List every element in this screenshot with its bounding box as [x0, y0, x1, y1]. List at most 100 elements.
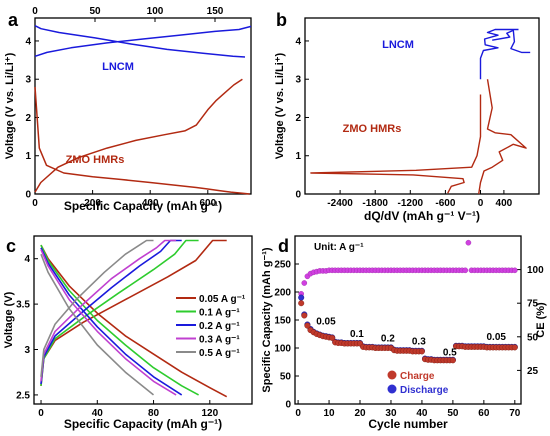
panel-d-x-tick-label: 20: [354, 408, 366, 419]
panel-c-charge-1: [40, 239, 199, 386]
panel-d-rate-label-5: 0.05: [486, 332, 506, 343]
panel-b-x-tick-label: -2400: [327, 198, 353, 209]
panel-c-discharge-2: [40, 247, 183, 396]
panel-d-unit-note: Unit: A g⁻¹: [314, 242, 364, 253]
panel-d-charge-point: [298, 300, 305, 307]
panel-d-charge-point: [301, 312, 308, 319]
panel-b-y-tick-label: 4: [295, 36, 301, 47]
panel-b-x-tick-label: -1200: [398, 198, 424, 209]
panel-d-y-tick-label: 150: [274, 316, 291, 327]
panel-d-ce-point: [462, 267, 469, 274]
panel-c-legend-label-3: 0.3 A g⁻¹: [199, 335, 240, 346]
panel-d-charge-point: [511, 344, 518, 351]
panel-c-y-tick-label: 4: [24, 254, 30, 265]
panel-c-legend-label-2: 0.2 A g⁻¹: [199, 321, 240, 332]
panel-d-xlabel: Cycle number: [368, 417, 448, 431]
panel-d-x-tick-label: 0: [295, 408, 301, 419]
panel-b-x-tick-label: 400: [496, 198, 513, 209]
panel-c-xlabel: Specific Capacity (mAh g⁻¹): [64, 417, 222, 431]
panel-d-legend-charge-marker: [387, 370, 397, 380]
panel-b-series-0: [310, 94, 482, 194]
panel-b-label-lncm: LNCM: [382, 39, 414, 51]
panel-a-y-tick-label: 4: [25, 36, 31, 47]
panel-c-y-tick-label: 3.5: [16, 300, 30, 311]
panel-d-rate-label-2: 0.2: [381, 333, 395, 344]
panel-c-x-tick-label: 120: [201, 408, 218, 419]
panel-d-y-right-tick-label: 75: [527, 299, 539, 310]
panel-a-frame: [34, 17, 252, 195]
panel-c-discharge-4: [40, 253, 155, 396]
panel-a-x-tick-label: 200: [84, 198, 101, 209]
panel-a-series-0: [34, 25, 246, 58]
panel-c-x-tick-label: 40: [92, 408, 104, 419]
panel-b-x-tick-label: 0: [478, 198, 484, 209]
panel-b-xlabel: dQ/dV (mAh g⁻¹ V⁻¹): [364, 209, 480, 223]
panel-d-x-tick-label: 30: [385, 408, 397, 419]
panel-b-x-tick-label: -600: [435, 198, 455, 209]
panel-b-frame: [304, 17, 540, 195]
panel-c-legend-label-1: 0.1 A g⁻¹: [199, 308, 240, 319]
panel-d-x-tick-label: 50: [447, 408, 459, 419]
panel-a-top-x-tick-label: 150: [207, 6, 224, 17]
panel-c-charge-2: [40, 239, 182, 385]
panel-b-x-tick-label: -1800: [362, 198, 388, 209]
panel-b-series-3: [492, 29, 531, 54]
panel-d-y-tick-label: 250: [274, 260, 291, 271]
panel-a-series-3: [34, 78, 243, 193]
panel-c-charge-3: [40, 239, 177, 382]
panel-d-ylabel: Specific Capacity (mAh g⁻¹): [261, 247, 273, 393]
panel-d-y-tick-label: 200: [274, 288, 291, 299]
panel-c-x-tick-label: 80: [148, 408, 160, 419]
panel-d-legend-charge: Charge: [400, 371, 435, 382]
panel-a-y-tick-label: 1: [25, 151, 31, 162]
panel-a-top-x-tick-label: 50: [89, 6, 101, 17]
panel-d-charge-point: [329, 334, 336, 341]
panel-d-charge-point: [418, 348, 425, 355]
panel-d-rate-label-0: 0.05: [316, 316, 336, 327]
panel-d-charge-point: [449, 357, 456, 364]
panel-c-ylabel: Voltage (V): [3, 291, 15, 348]
panel-c-discharge-3: [40, 249, 177, 396]
panel-d-charge-point: [304, 322, 311, 329]
panel-d-y-right-tick-label: 100: [527, 265, 544, 276]
panel-d-x-tick-label: 60: [478, 408, 490, 419]
panel-d-x-tick-label: 40: [416, 408, 428, 419]
panel-b-y-tick-label: 0: [295, 190, 301, 201]
panel-d-rate-label-3: 0.3: [412, 337, 426, 348]
panel-b-y-tick-label: 2: [295, 113, 301, 124]
panel-a-series-2: [34, 86, 250, 195]
panel-a-series-1: [34, 25, 252, 58]
panel-a-x-tick-label: 0: [32, 198, 38, 209]
panel-c-frame: [33, 235, 253, 405]
panel-a-y-tick-label: 3: [25, 75, 31, 86]
panel-d-x-tick-label: 10: [323, 408, 335, 419]
panel-b-y-tick-label: 1: [295, 151, 301, 162]
panel-b-series-1: [478, 79, 527, 195]
panel-d-rate-label-4: 0.5: [443, 347, 457, 358]
panel-d-y-right-tick-label: 25: [527, 366, 539, 377]
panel-c-y-tick-label: 2.5: [16, 390, 30, 401]
panel-c-legend-label-0: 0.05 A g⁻¹: [199, 294, 246, 305]
panel-d-y-right-tick-label: 50: [527, 332, 539, 343]
panel-d-letter: d: [278, 236, 289, 256]
panel-c-x-tick-label: 0: [38, 408, 44, 419]
panel-d-y-tick-label: 100: [274, 344, 291, 355]
panel-a-y-tick-label: 0: [25, 190, 31, 201]
panel-a-ylabel: Voltage (V vs. Li/Li⁺): [4, 52, 16, 159]
panel-d-rate-label-1: 0.1: [350, 329, 364, 340]
panel-a-y-tick-label: 2: [25, 113, 31, 124]
panel-a-label-zmo: ZMO HMRs: [66, 154, 125, 166]
panel-b-y-tick-label: 3: [295, 75, 301, 86]
panel-d-legend-discharge: Discharge: [400, 385, 449, 396]
panel-a-label-lncm: LNCM: [102, 61, 134, 73]
panel-c-y-tick-label: 3: [24, 345, 30, 356]
panel-a-xlabel: Specific Capacity (mAh g⁻¹): [64, 199, 222, 213]
panel-d-ce-point: [301, 280, 308, 286]
panel-c-legend-label-4: 0.5 A g⁻¹: [199, 348, 240, 359]
panel-b-series-2: [479, 28, 519, 80]
panel-b-letter: b: [276, 10, 287, 30]
panel-a-x-tick-label: 400: [142, 198, 159, 209]
panel-c-letter: c: [6, 236, 16, 256]
panel-c-discharge-0: [40, 244, 228, 398]
